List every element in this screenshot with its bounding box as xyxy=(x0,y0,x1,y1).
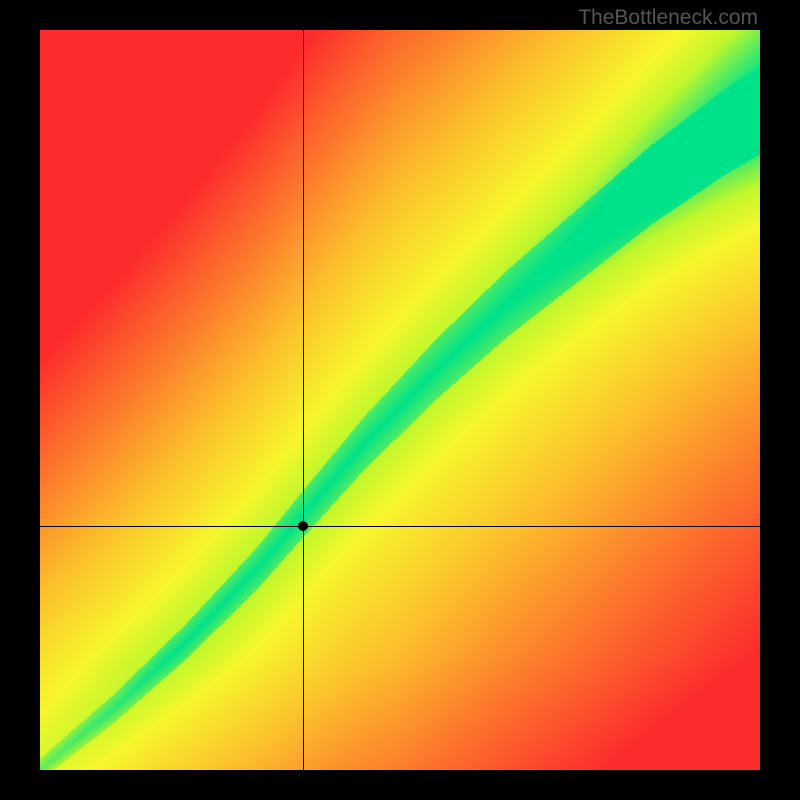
crosshair-vertical xyxy=(303,30,304,770)
bottleneck-heatmap xyxy=(40,30,760,770)
crosshair-horizontal xyxy=(40,526,760,527)
heatmap-canvas xyxy=(40,30,760,770)
crosshair-marker xyxy=(298,521,308,531)
watermark-text: TheBottleneck.com xyxy=(578,6,758,30)
